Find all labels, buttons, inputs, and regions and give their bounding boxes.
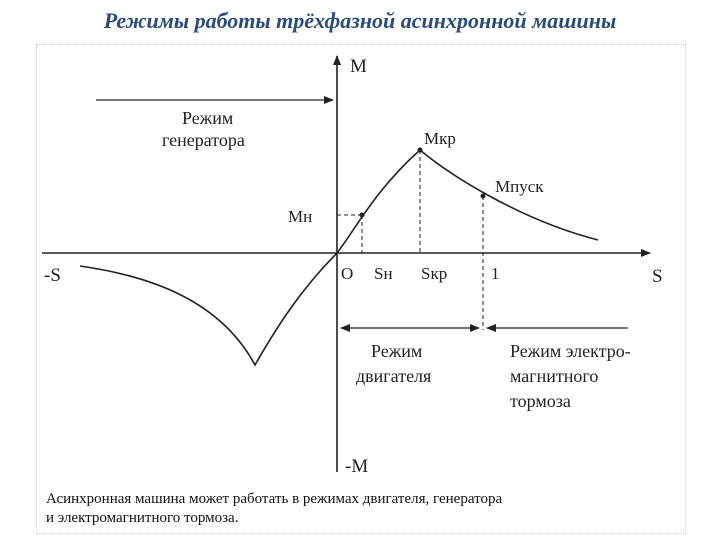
m-axis-label: M (350, 56, 367, 77)
s-axis-label: S (652, 266, 663, 287)
mpusk-point (481, 194, 486, 199)
mkr-point (418, 148, 423, 153)
brake-mode-line1: Режим электро- (510, 341, 631, 361)
brake-mode-line3: тормоза (510, 391, 571, 411)
caption-line-2: и электромагнитного тормоза. (46, 509, 676, 528)
one-label: 1 (491, 264, 500, 283)
motor-mode-line2: двигателя (356, 366, 431, 386)
generator-mode-line1: Режим (182, 108, 233, 128)
origin-label: O (341, 264, 353, 283)
brake-mode-line2: магнитного (510, 366, 598, 386)
motor-mode-line1: Режим (371, 341, 422, 361)
mkr-label: Мкр (424, 129, 456, 148)
neg-s-axis-label: -S (44, 265, 61, 286)
neg-m-axis-label: -M (345, 456, 368, 477)
mpusk-label: Мпуск (495, 177, 544, 196)
skr-label: Sкр (421, 264, 447, 283)
generator-mode-line2: генератора (162, 130, 245, 150)
caption: Асинхронная машина может работать в режи… (46, 490, 676, 528)
sn-label: Sн (374, 264, 393, 283)
mn-point (360, 213, 365, 218)
mn-label: Мн (288, 207, 312, 226)
caption-line-1: Асинхронная машина может работать в режи… (46, 490, 676, 509)
